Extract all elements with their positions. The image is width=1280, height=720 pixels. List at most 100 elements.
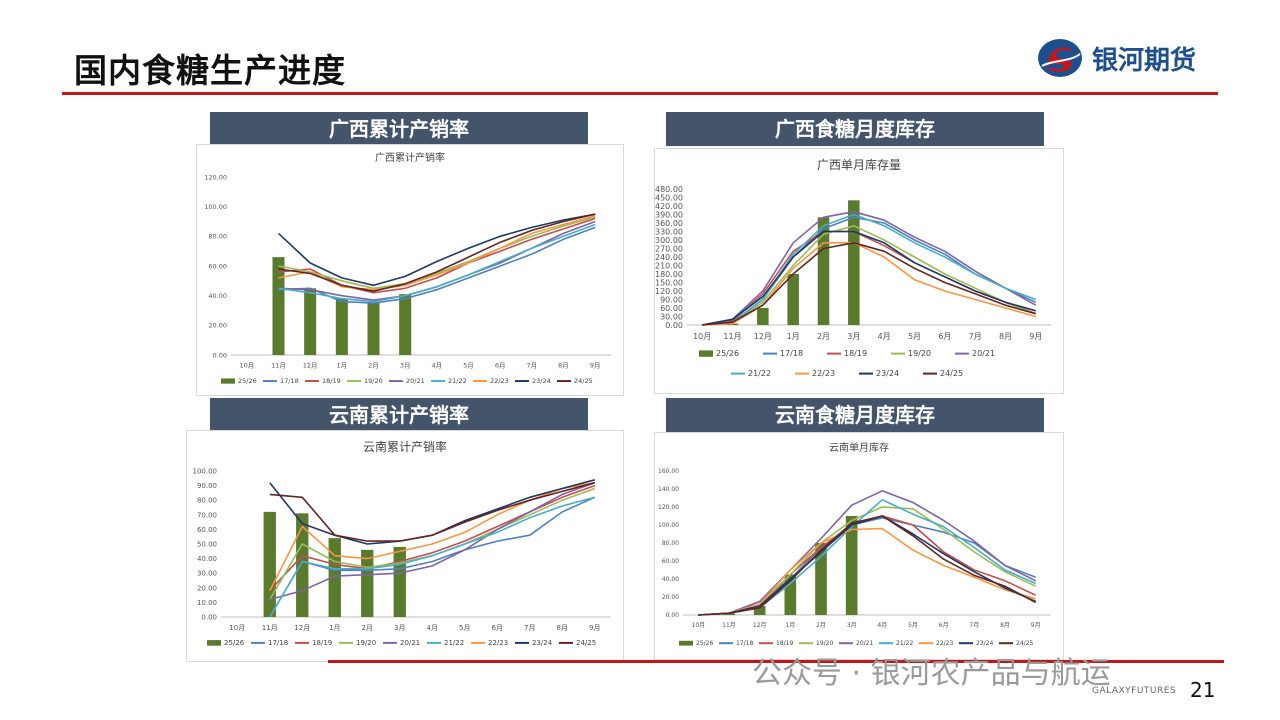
x-tick-label: 7月: [969, 332, 982, 341]
series-line-22-23: [698, 527, 1036, 616]
series-line-20-21: [698, 489, 1037, 616]
galaxy-logo-icon: [1038, 39, 1082, 77]
y-tick-label: 0.00: [665, 321, 683, 330]
chart-yn-ratio-svg: 云南累计产销率 0.00 10.00 20.00 30.00 40.00 50.00 60.0…: [193, 439, 611, 647]
x-tick-label: 7月: [524, 624, 535, 632]
y-tick-label: 40.00: [662, 576, 679, 583]
legend-label: 17/18: [736, 640, 753, 647]
legend-label: 19/20: [356, 639, 376, 647]
bar-25-26: [335, 298, 348, 355]
y-tick-label: 140.00: [658, 486, 679, 493]
legend-label: 25/26: [716, 349, 739, 358]
y-tick-label: 120.00: [655, 287, 683, 296]
x-tick-label: 1月: [329, 624, 340, 632]
x-tick-label: 9月: [590, 362, 601, 370]
legend-label: 21/22: [896, 640, 913, 647]
logo-text: 银河期货: [1092, 46, 1197, 76]
y-tick-label: 160.00: [658, 468, 679, 475]
x-tick-label: 2月: [368, 362, 379, 370]
x-tick-label: 8月: [1000, 622, 1010, 629]
y-tick-label: 20.00: [208, 322, 227, 330]
legend-label: 25/26: [696, 640, 713, 647]
x-tick-label: 4月: [427, 624, 438, 632]
x-tick-label: 7月: [969, 622, 979, 629]
y-tick-label: 300.00: [655, 236, 683, 245]
y-tick-label: 20.00: [662, 594, 679, 601]
y-tick-label: 270.00: [655, 244, 683, 253]
chart-title: 云南单月库存: [829, 441, 889, 454]
y-tick-label: 120.00: [204, 173, 227, 181]
legend-label: 17/18: [280, 377, 299, 385]
y-tick-label: 0.00: [666, 612, 680, 619]
y-tick-label: 20.00: [197, 584, 217, 592]
y-tick-label: 100.00: [204, 203, 227, 211]
x-tick-label: 8月: [999, 332, 1012, 341]
chart-gx-stock: 广西单月库存量 0.00 30.00 60.00 90.00 120.00 150.00 18…: [654, 148, 1064, 394]
x-tick-label: 7月: [527, 362, 538, 370]
legend-label: 18/19: [322, 377, 341, 385]
bar-25-26: [815, 543, 827, 615]
y-tick-label: 40.00: [197, 555, 217, 563]
x-tick-label: 5月: [463, 362, 474, 370]
chart-yn-ratio: 云南累计产销率 0.00 10.00 20.00 30.00 40.00 50.00 60.0…: [186, 430, 624, 662]
legend-label: 20/21: [400, 639, 420, 647]
y-tick-label: 0.00: [201, 613, 217, 621]
x-tick-label: 10月: [239, 362, 254, 370]
y-tick-label: 150.00: [655, 278, 683, 287]
x-tick-label: 11月: [262, 624, 278, 632]
x-tick-label: 11月: [271, 362, 286, 370]
legend-label: 20/21: [972, 349, 995, 358]
y-tick-label: 100.00: [658, 522, 679, 529]
legend-label: 23/24: [876, 369, 899, 378]
x-tick-label: 2月: [362, 624, 373, 632]
x-tick-label: 3月: [400, 362, 411, 370]
bar-25-26: [328, 538, 341, 617]
x-tick-label: 3月: [847, 622, 857, 629]
x-tick-label: 12月: [303, 362, 318, 370]
x-tick-label: 6月: [938, 332, 951, 341]
series-line-24-25: [698, 515, 1037, 616]
title-divider: [62, 92, 1218, 95]
legend-label: 25/26: [224, 639, 245, 647]
chart-title: 云南累计产销率: [363, 439, 447, 454]
x-tick-label: 6月: [495, 362, 506, 370]
legend-swatch: [221, 378, 235, 384]
series-line-20-21: [702, 210, 1037, 326]
y-tick-label: 60.00: [208, 262, 227, 270]
y-tick-label: 30.00: [197, 570, 217, 578]
x-tick-label: 11月: [722, 622, 736, 629]
bar-25-26: [361, 549, 374, 617]
series-line-21-22: [269, 496, 596, 618]
y-tick-label: 390.00: [655, 210, 683, 219]
y-tick-label: 40.00: [208, 292, 227, 300]
legend-label: 22/23: [812, 369, 835, 378]
series-line-21-22: [278, 223, 596, 303]
y-tick-label: 80.00: [197, 497, 217, 505]
x-tick-label: 5月: [908, 332, 921, 341]
y-tick-label: 240.00: [655, 253, 683, 262]
y-tick-label: 10.00: [197, 599, 217, 607]
chart-gx-stock-svg: 广西单月库存量0.0030.0060.0090.00120.00150.0018…: [655, 157, 1051, 378]
x-tick-label: 9月: [1029, 332, 1042, 341]
x-tick-label: 3月: [394, 624, 405, 632]
x-tick-label: 3月: [847, 332, 860, 341]
x-tick-label: 10月: [692, 622, 706, 629]
legend-label: 18/19: [844, 349, 867, 358]
legend-label: 23/24: [532, 639, 553, 647]
panel-header-gx-ratio: 广西累计产销率: [210, 112, 588, 146]
series-line-19-20: [698, 506, 1037, 616]
chart-title: 广西单月库存量: [817, 157, 901, 172]
legend-label: 23/24: [532, 377, 551, 385]
bar-25-26: [393, 546, 406, 617]
x-tick-label: 11月: [723, 332, 741, 341]
y-tick-label: 80.00: [208, 233, 227, 241]
legend-label: 20/21: [856, 640, 873, 647]
y-tick-label: 330.00: [655, 227, 683, 236]
bar-25-26: [753, 606, 766, 615]
legend-label: 25/26: [238, 377, 257, 385]
legend-label: 20/21: [406, 377, 425, 385]
y-tick-label: 360.00: [655, 219, 683, 228]
series-line-18-19: [698, 515, 1037, 616]
series-line-22-23: [269, 481, 595, 592]
legend-label: 22/23: [490, 377, 509, 385]
